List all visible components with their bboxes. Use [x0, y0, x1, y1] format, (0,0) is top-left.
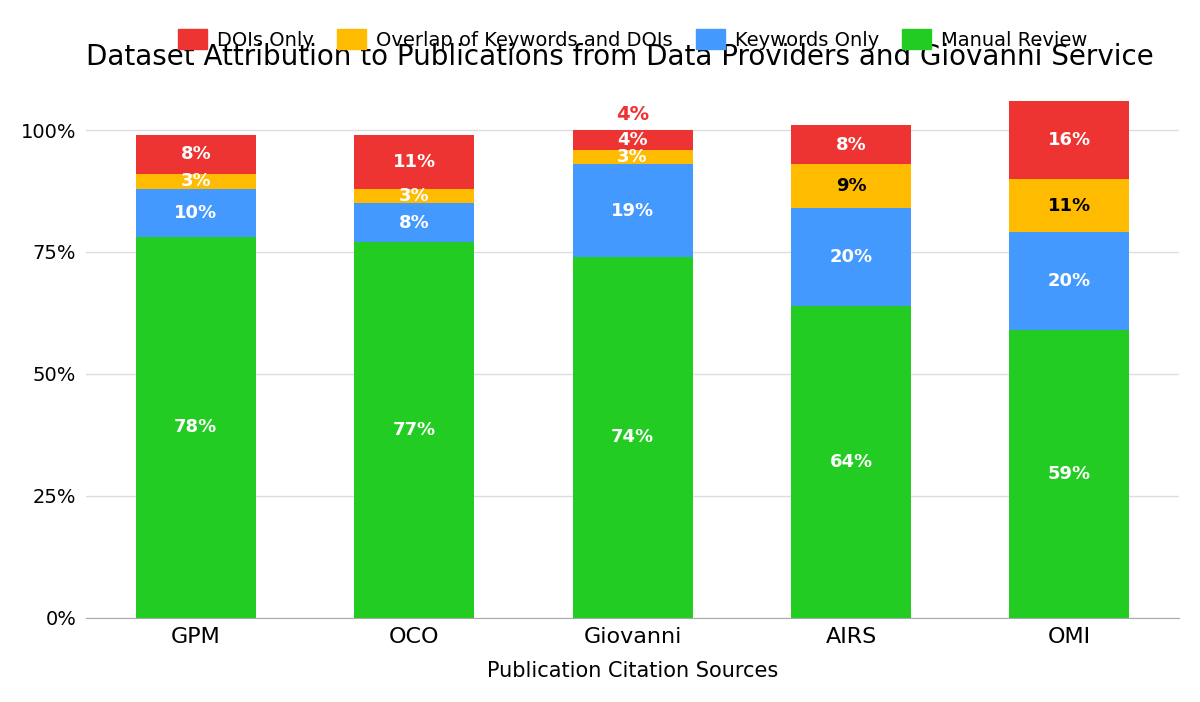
- Text: 11%: 11%: [392, 153, 436, 171]
- Bar: [1009, 179, 1129, 232]
- Legend: DOIs Only, Overlap of Keywords and DOIs, Keywords Only, Manual Review: DOIs Only, Overlap of Keywords and DOIs,…: [170, 21, 1096, 58]
- Text: 16%: 16%: [1048, 131, 1091, 149]
- Text: 3%: 3%: [398, 187, 430, 205]
- Bar: [791, 164, 911, 208]
- Text: Dataset Attribution to Publications from Data Providers and Giovanni Service: Dataset Attribution to Publications from…: [86, 43, 1154, 71]
- Text: 20%: 20%: [829, 248, 872, 266]
- Bar: [354, 204, 474, 242]
- Text: 9%: 9%: [835, 177, 866, 195]
- Bar: [136, 135, 256, 174]
- Bar: [1009, 330, 1129, 618]
- Text: 8%: 8%: [398, 213, 430, 232]
- Bar: [572, 130, 692, 150]
- Bar: [572, 164, 692, 257]
- X-axis label: Publication Citation Sources: Publication Citation Sources: [487, 661, 779, 681]
- Text: 78%: 78%: [174, 418, 217, 437]
- Text: 4%: 4%: [617, 131, 648, 149]
- Bar: [791, 305, 911, 618]
- Bar: [354, 135, 474, 189]
- Bar: [136, 189, 256, 237]
- Text: 3%: 3%: [617, 148, 648, 166]
- Bar: [1009, 232, 1129, 330]
- Text: 10%: 10%: [174, 204, 217, 222]
- Text: 8%: 8%: [180, 145, 211, 164]
- Text: 11%: 11%: [1048, 197, 1091, 215]
- Bar: [354, 242, 474, 618]
- Bar: [136, 237, 256, 618]
- Bar: [791, 208, 911, 305]
- Text: 74%: 74%: [611, 428, 654, 446]
- Text: 64%: 64%: [829, 453, 872, 470]
- Bar: [572, 150, 692, 164]
- Bar: [136, 174, 256, 189]
- Bar: [1009, 101, 1129, 179]
- Text: 3%: 3%: [180, 172, 211, 190]
- Text: 59%: 59%: [1048, 465, 1091, 483]
- Text: 4%: 4%: [616, 105, 649, 124]
- Text: 77%: 77%: [392, 421, 436, 439]
- Text: 20%: 20%: [1048, 272, 1091, 290]
- Bar: [791, 125, 911, 164]
- Text: 19%: 19%: [611, 201, 654, 220]
- Bar: [572, 257, 692, 618]
- Text: 8%: 8%: [835, 135, 866, 154]
- Bar: [354, 189, 474, 204]
